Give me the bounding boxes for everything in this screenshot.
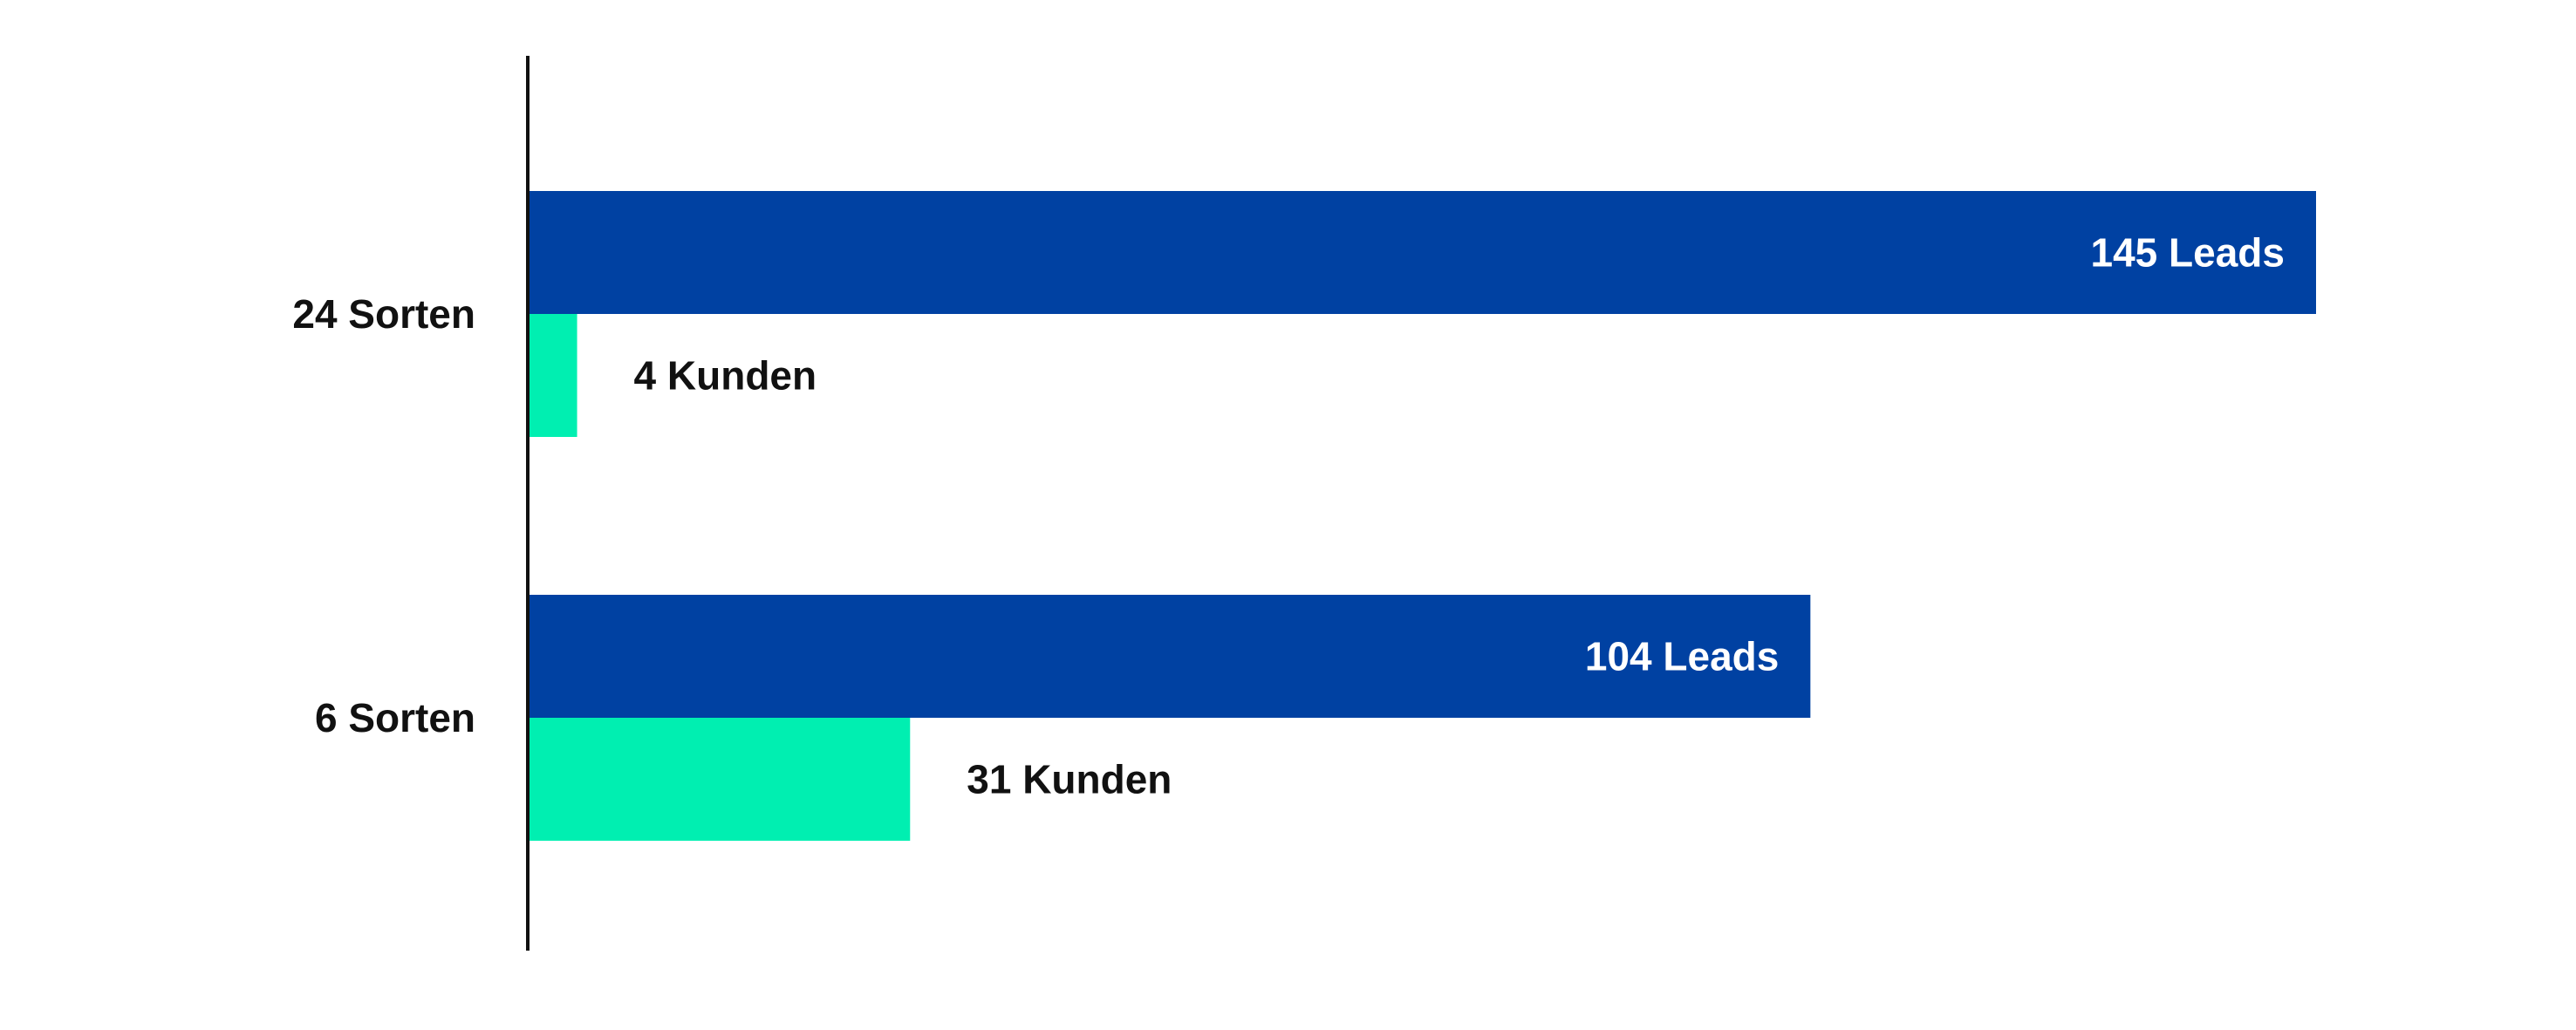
bars-layer (528, 191, 2316, 841)
bar-kunden-1 (528, 314, 577, 437)
category-label-1: 24 Sorten (292, 291, 475, 337)
category-label-2: 6 Sorten (315, 695, 475, 740)
data-label-kunden-1: 4 Kunden (634, 353, 817, 399)
bar-kunden-2 (528, 718, 911, 841)
data-label-kunden-2: 31 Kunden (967, 757, 1172, 802)
bar-leads-2 (528, 595, 1811, 718)
labels-layer: 145 Leads 4 Kunden 24 Sorten 104 Leads 31 Ku… (292, 230, 2285, 802)
data-label-leads-1: 145 Leads (2091, 230, 2285, 276)
data-label-leads-2: 104 Leads (1585, 634, 1779, 679)
bar-leads-1 (528, 191, 2316, 314)
